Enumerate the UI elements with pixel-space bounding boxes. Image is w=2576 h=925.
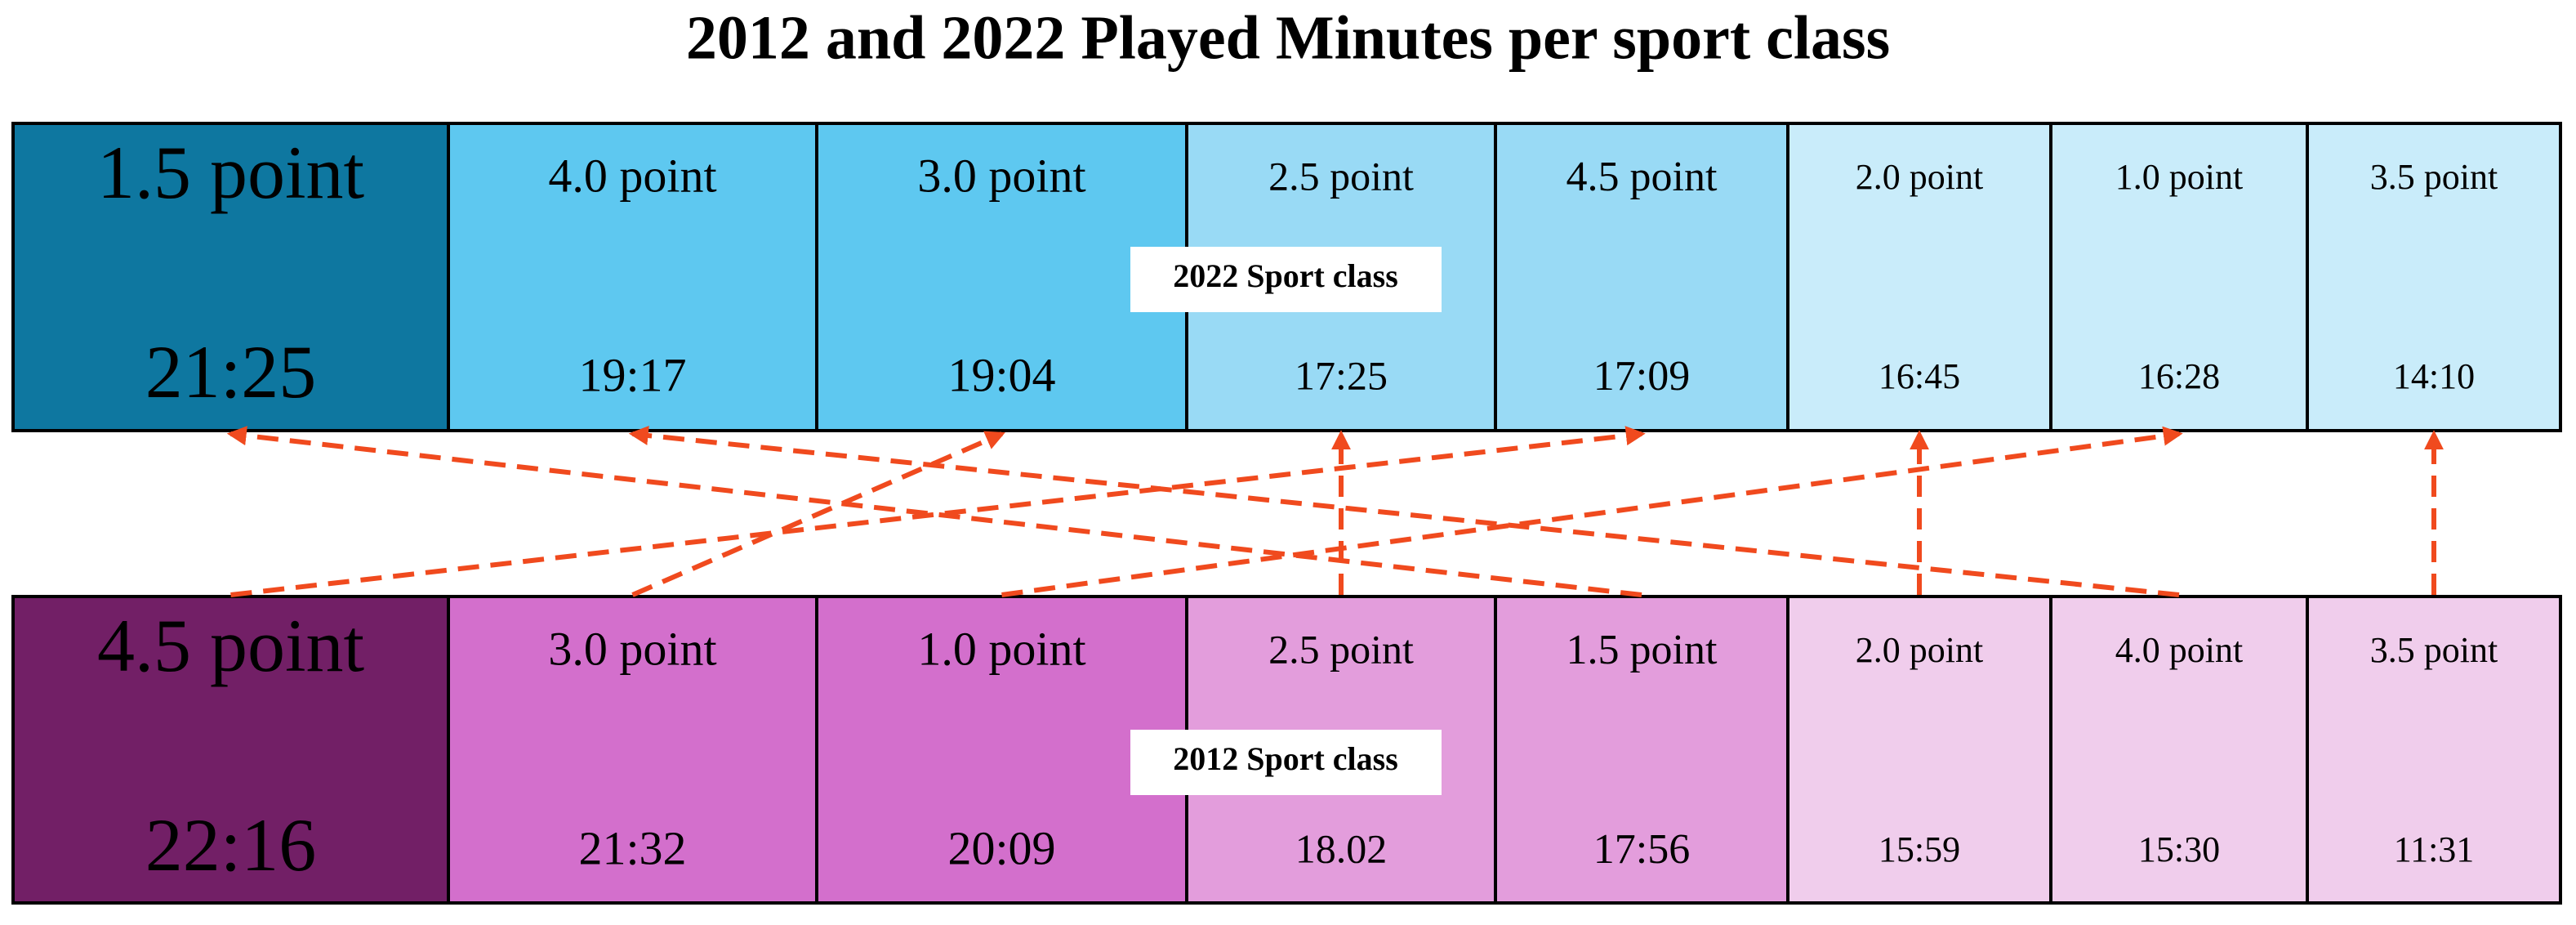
cell [815,595,1188,905]
cell-label: 3.5 point [2370,157,2498,197]
cell-time: 11:31 [2394,829,2475,869]
caption-box [1130,730,1442,795]
cell-time: 17:25 [1295,352,1388,398]
cell-time: 16:45 [1879,356,1960,396]
cell-label: 1.5 point [97,131,365,214]
cell [2049,595,2309,905]
cell-time: 15:30 [2138,829,2220,869]
cell-label: 3.0 point [917,149,1085,202]
cell-time: 17:09 [1593,353,1690,400]
caption: 2012 Sport class [1173,740,1398,777]
cell-label: 4.5 point [1567,154,1718,200]
cell-label: 1.5 point [1567,627,1718,673]
cell [2306,122,2562,432]
cell-label: 4.0 point [548,149,716,202]
cell-time: 21:25 [145,330,317,413]
arrow [631,431,1005,597]
arrow [628,426,2180,597]
arrows [226,426,2444,597]
captions: 2022 Sport class 2012 Sport class [1130,247,1442,795]
cell [815,122,1188,432]
caption: 2022 Sport class [1173,257,1398,294]
arrow [1001,426,2183,597]
cell [1494,595,1789,905]
cell-time: 21:32 [578,821,686,874]
cell-time: 16:28 [2138,356,2220,396]
cell-time: 19:17 [578,348,686,401]
cell-label: 1.0 point [2115,157,2243,197]
cell-time: 17:56 [1593,826,1690,873]
cell-time: 20:09 [947,821,1055,874]
cell-label: 4.0 point [2115,630,2243,670]
cell-time: 22:16 [145,803,317,887]
cell-label: 4.5 point [97,604,365,687]
cell [447,595,818,905]
cell-label: 1.0 point [917,622,1085,675]
cell-label: 2.0 point [1856,157,1983,197]
cell-label: 2.0 point [1856,630,1983,670]
cell-label: 3.0 point [548,622,716,675]
cell [2049,122,2309,432]
cell [11,595,450,905]
cell-label: 2.5 point [1268,153,1414,199]
cell-time: 19:04 [947,348,1055,401]
arrow [230,426,1646,597]
arrow [226,426,1642,597]
cell-time: 15:59 [1879,829,1960,869]
title: 2012 and 2022 Played Minutes per sport c… [686,3,1890,72]
cell-time: 14:10 [2393,356,2475,396]
cells: 1.5 point 21:25 4.0 point 19:17 3.0 point 19:… [11,122,2562,905]
cell [1786,122,2052,432]
cell [2306,595,2562,905]
cell [11,122,450,432]
cell-label: 3.5 point [2370,630,2498,670]
cell-time: 18.02 [1295,825,1388,871]
cell-label: 2.5 point [1268,626,1414,672]
caption-box [1130,247,1442,312]
